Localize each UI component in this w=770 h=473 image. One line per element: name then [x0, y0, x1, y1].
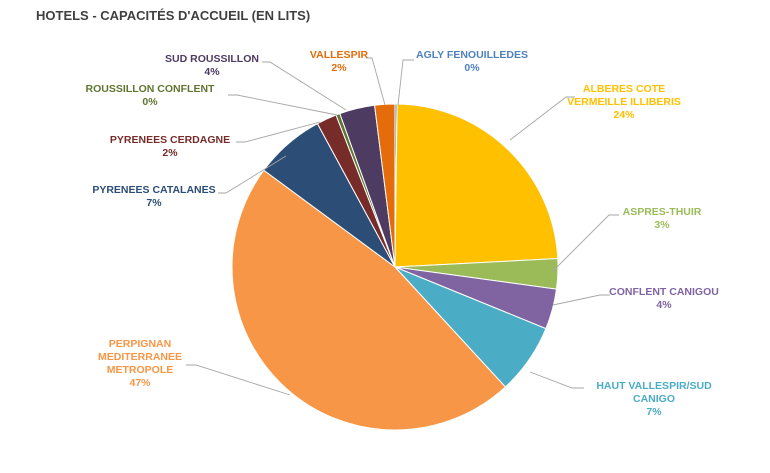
- leader-line-5: [186, 364, 291, 396]
- slice-percent-8: 0%: [142, 96, 158, 108]
- pie-slice-5: [231, 169, 507, 431]
- slice-label-10: VALLESPIR 2%: [310, 49, 369, 74]
- slice-label-0: AGLY FENOUILLEDES 0%: [416, 49, 528, 74]
- slice-label-3: CONFLENT CANIGOU 4%: [609, 286, 719, 311]
- leader-line-3: [552, 294, 610, 306]
- slice-label-5: PERPIGNAN MEDITERRANEE METROPOLE 47%: [98, 338, 182, 389]
- slice-label-9: SUD ROUSSILLON 4%: [165, 53, 259, 78]
- leader-line-0: [397, 59, 414, 106]
- slice-label-1: ALBERES COTE VERMEILLE ILLIBERIS 24%: [567, 83, 681, 121]
- leader-line-7: [236, 121, 321, 143]
- slice-label-8: ROUSSILLON CONFLENT 0%: [86, 83, 215, 108]
- leader-line-6: [218, 155, 287, 194]
- leader-line-1: [509, 96, 575, 141]
- slice-label-7: PYRENEES CERDAGNE 2%: [110, 134, 230, 159]
- slice-percent-0: 0%: [464, 62, 480, 74]
- slice-percent-3: 4%: [656, 299, 672, 311]
- slice-percent-1: 24%: [613, 109, 635, 121]
- pie-slice-1: [394, 103, 559, 268]
- slice-percent-7: 2%: [162, 147, 178, 159]
- slice-percent-4: 7%: [646, 406, 662, 418]
- slice-label-2: ASPRES-THUIR 3%: [623, 206, 702, 231]
- slice-label-4: HAUT VALLESPIR/SUD CANIGO 7%: [596, 380, 712, 418]
- slice-percent-5: 47%: [129, 377, 151, 389]
- slice-percent-9: 4%: [204, 66, 220, 78]
- leader-line-4: [529, 371, 584, 389]
- leader-line-2: [551, 214, 619, 273]
- slice-percent-10: 2%: [331, 62, 347, 74]
- leader-line-9: [262, 61, 347, 111]
- slice-percent-2: 3%: [654, 219, 670, 231]
- leader-line-8: [228, 94, 338, 116]
- slice-label-6: PYRENEES CATALANES 7%: [92, 184, 215, 209]
- leader-line-10: [366, 57, 386, 106]
- chart-title: HOTELS - CAPACITÉS D'ACCUEIL (EN LITS): [36, 8, 311, 23]
- slice-percent-6: 7%: [146, 197, 162, 209]
